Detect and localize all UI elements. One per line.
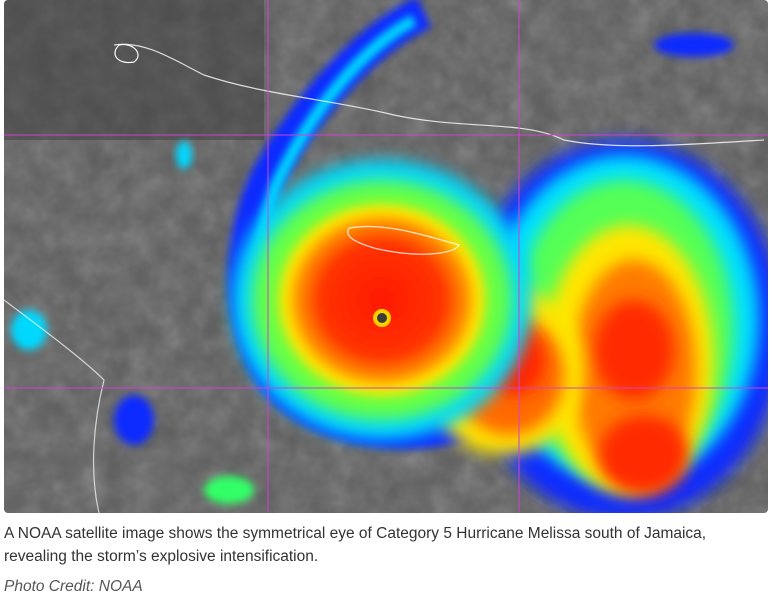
photo-credit: Photo Credit: NOAA bbox=[4, 578, 143, 595]
image-caption: A NOAA satellite image shows the symmetr… bbox=[4, 525, 707, 565]
satellite-image bbox=[4, 0, 768, 513]
